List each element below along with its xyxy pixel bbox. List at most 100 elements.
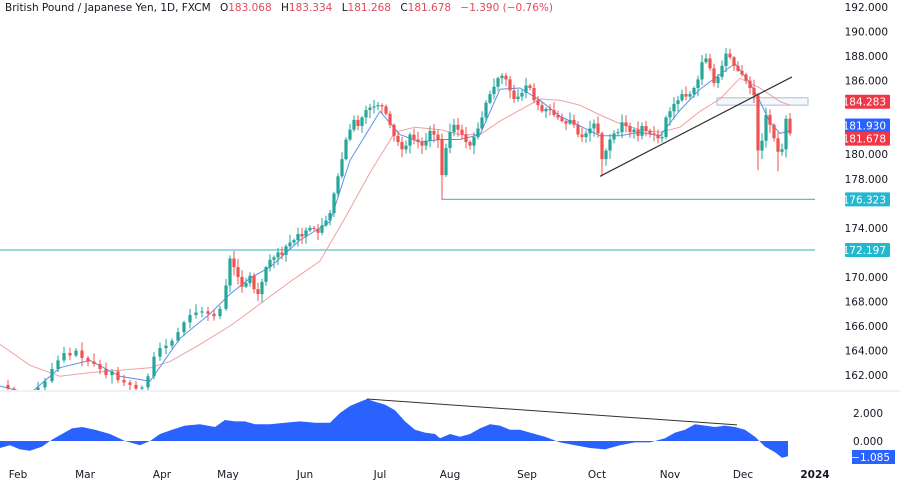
price-tick-label: 192.000 — [845, 2, 888, 14]
candle-down — [400, 141, 404, 150]
candle-down — [600, 133, 604, 160]
close-value: 181.678 — [407, 2, 452, 14]
candle-down — [380, 105, 384, 107]
candle-down — [756, 95, 760, 151]
price-axis[interactable]: 192.000 190.000 188.000 186.000 180.000 178.0… — [843, 2, 890, 382]
candle-up — [328, 213, 332, 221]
candle-up — [360, 117, 364, 127]
candle-down — [300, 233, 304, 237]
candle-up — [62, 353, 66, 361]
candle-up — [692, 87, 696, 95]
candle-up — [372, 106, 376, 108]
candle-up — [688, 94, 692, 97]
price-tick-label: 162.000 — [845, 370, 888, 382]
high-label: H — [281, 2, 289, 14]
candle-down — [564, 121, 568, 124]
candle-up — [704, 58, 708, 63]
indicator-value-tag — [852, 450, 895, 464]
candle-down — [776, 138, 780, 152]
candle-up — [724, 53, 728, 66]
candle-down — [122, 380, 126, 383]
candle-up — [36, 387, 40, 390]
candle-down — [86, 357, 90, 362]
candle-down — [788, 118, 792, 134]
candle-up — [664, 117, 668, 138]
price-pane[interactable] — [0, 48, 840, 412]
candle-up — [588, 128, 592, 134]
candle-down — [580, 134, 584, 138]
price-tag — [845, 192, 890, 207]
candle-up — [344, 139, 348, 160]
candle-down — [624, 122, 628, 127]
candle-down — [576, 124, 580, 135]
candle-down — [540, 105, 544, 112]
indicator-divergence-trendline[interactable] — [366, 398, 738, 426]
candle-down — [416, 139, 420, 142]
candle-down — [648, 130, 652, 134]
price-tag — [845, 242, 890, 257]
candle-down — [116, 371, 120, 381]
candle-up — [568, 119, 572, 124]
candle-up — [668, 111, 672, 118]
high-value: 183.334 — [288, 2, 333, 14]
candle-down — [596, 123, 600, 134]
indicator-tick-label: 0.000 — [853, 436, 883, 448]
candle-down — [236, 267, 240, 277]
rising-trendline[interactable] — [599, 76, 793, 177]
candle-up — [352, 119, 356, 130]
candle-down — [432, 130, 436, 135]
time-tick-label: Oct — [588, 469, 606, 481]
candle-down — [104, 368, 108, 376]
candle-up — [304, 230, 308, 237]
price-tick-label: 180.000 — [845, 149, 888, 161]
candle-down — [748, 80, 752, 88]
time-tick-label: 2024 — [800, 469, 829, 481]
candle-up — [336, 176, 340, 194]
candle-down — [560, 117, 564, 122]
price-tick-label: 164.000 — [845, 346, 888, 358]
candle-up — [364, 110, 368, 118]
candle-up — [476, 128, 480, 138]
candle-down — [772, 124, 776, 139]
time-tick-label: Nov — [660, 469, 681, 481]
candle-down — [440, 139, 444, 176]
candle-down — [252, 275, 256, 290]
candle-down — [396, 135, 400, 142]
candle-up — [284, 246, 288, 255]
candle-up — [272, 257, 276, 260]
candle-down — [684, 94, 688, 97]
candle-up — [544, 108, 548, 112]
candle-up — [170, 340, 174, 346]
indicator-pane[interactable] — [0, 398, 788, 458]
price-tick-label: 166.000 — [845, 321, 888, 333]
price-tick-label: 178.000 — [845, 174, 888, 186]
candle-down — [528, 85, 532, 88]
candle-up — [292, 240, 296, 243]
candle-up — [74, 350, 78, 356]
candle-up — [340, 159, 344, 177]
candle-up — [320, 225, 324, 233]
candle-up — [696, 79, 700, 88]
candle-down — [384, 106, 388, 114]
candle-down — [68, 353, 72, 356]
time-axis[interactable]: Feb Mar Apr May Jun Jul Aug Sep Oct Nov Dec 2024 — [9, 469, 830, 481]
candle-down — [468, 141, 472, 146]
candle-down — [732, 57, 736, 66]
indicator-axis[interactable]: 2.000 0.000 −1.085 — [851, 408, 895, 464]
low-label: L — [341, 2, 348, 14]
resistance-zone[interactable] — [716, 97, 809, 106]
candle-down — [548, 108, 552, 111]
candle-down — [20, 400, 23, 405]
candle-up — [140, 387, 144, 389]
candle-down — [712, 68, 716, 84]
change-value: −1.390 (−0.76%) — [460, 2, 553, 14]
candle-up — [28, 396, 31, 405]
price-tag-label: 176.323 — [843, 194, 886, 206]
candle-up — [200, 311, 204, 313]
candle-down — [356, 119, 360, 127]
price-content — [0, 48, 815, 405]
candle-up — [620, 122, 624, 133]
price-tag — [845, 131, 890, 146]
candle-up — [296, 233, 300, 241]
